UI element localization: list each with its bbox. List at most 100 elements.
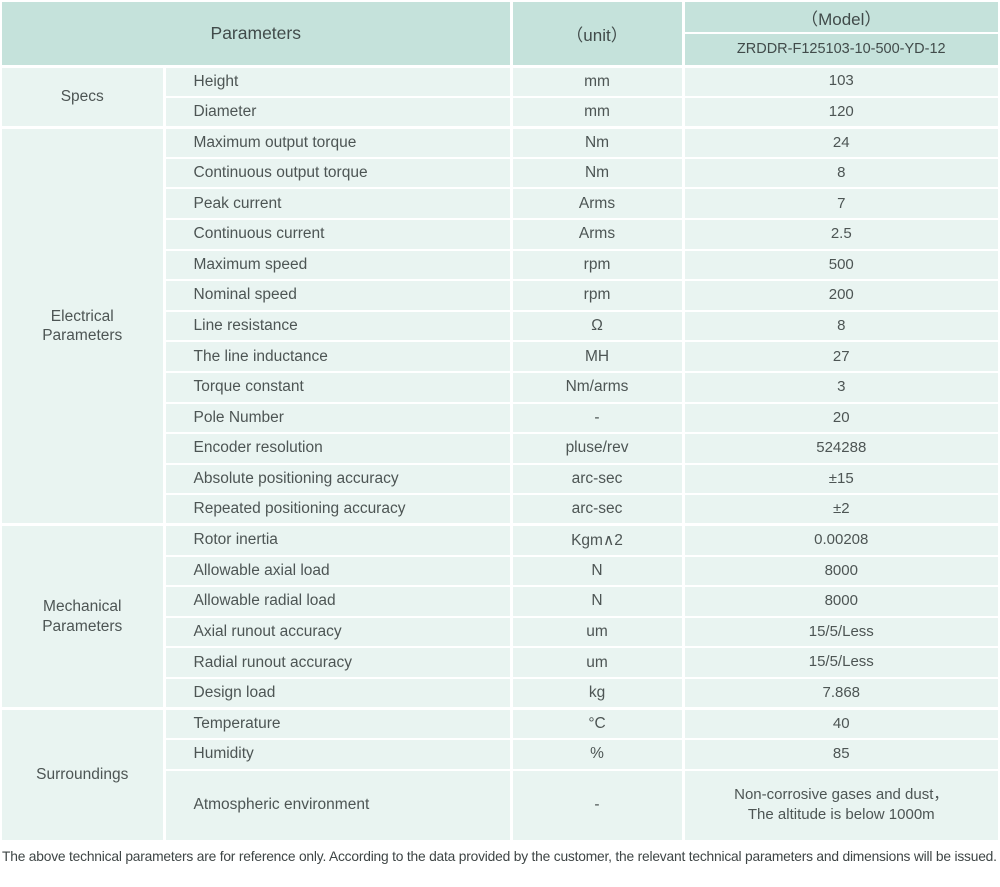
cell-unit: Arms — [509, 217, 684, 250]
cell-value: 3 — [681, 370, 999, 403]
table-row: Allowable axial load N 8000 — [2, 554, 999, 587]
group-label: Surroundings — [2, 706, 164, 840]
group-label: Mechanical Parameters — [2, 523, 164, 709]
group-label: Specs — [2, 64, 164, 128]
cell-value: 8000 — [681, 554, 999, 587]
table-row: Diameter mm 120 — [2, 95, 999, 128]
cell-value: ±15 — [681, 462, 999, 495]
cell-unit: um — [509, 615, 684, 648]
cell-param: Allowable radial load — [162, 585, 512, 617]
cell-unit: rpm — [509, 248, 684, 281]
cell-param: Encoder resolution — [162, 432, 512, 464]
parameters-column-header: Parameters — [2, 2, 512, 66]
cell-value: 103 — [681, 64, 999, 97]
table-row: Nominal speed rpm 200 — [2, 279, 999, 311]
table-row: Torque constant Nm/arms 3 — [2, 370, 999, 403]
table-row: Encoder resolution pluse/rev 524288 — [2, 432, 999, 464]
cell-value: ±2 — [681, 493, 999, 525]
cell-unit: kg — [509, 676, 684, 709]
table-row: Line resistance Ω 8 — [2, 309, 999, 342]
table-row: Radial runout accuracy um 15/5/Less — [2, 646, 999, 678]
cell-unit: mm — [509, 95, 684, 128]
cell-value: 27 — [681, 340, 999, 372]
cell-param: Repeated positioning accuracy — [162, 493, 512, 525]
cell-value: 15/5/Less — [681, 615, 999, 648]
cell-value: 24 — [681, 125, 999, 158]
cell-unit: Kgm∧2 — [509, 523, 684, 556]
cell-unit: Nm/arms — [509, 370, 684, 403]
cell-value: 500 — [681, 248, 999, 281]
cell-value: 20 — [681, 401, 999, 434]
cell-unit: Ω — [509, 309, 684, 342]
cell-value: 2.5 — [681, 217, 999, 250]
spec-table-header: Parameters （unit） （Model） ZRDDR-F125103-… — [2, 2, 999, 66]
cell-param: Allowable axial load — [162, 554, 512, 587]
spec-table-body: Specs Height mm 103 Diameter mm 120 Electrical … — [2, 64, 999, 840]
table-row: Electrical Parameters Maximum output torq… — [2, 125, 999, 525]
table-row: Maximum speed rpm 500 — [2, 248, 999, 281]
cell-unit: N — [509, 554, 684, 587]
table-row: Absolute positioning accuracy arc-sec ±15 — [2, 462, 999, 495]
model-number: ZRDDR-F125103-10-500-YD-12 — [681, 32, 999, 66]
cell-param: Continuous output torque — [162, 156, 512, 189]
table-row: Specs Height mm 103 — [2, 64, 999, 128]
table-row: Repeated positioning accuracy arc-sec ±2 — [2, 493, 999, 525]
cell-unit: arc-sec — [509, 462, 684, 495]
cell-param: Line resistance — [162, 309, 512, 342]
cell-value: 7 — [681, 187, 999, 219]
cell-param: Nominal speed — [162, 279, 512, 311]
cell-param: Atmospheric environment — [162, 768, 512, 840]
cell-unit: mm — [509, 64, 684, 97]
cell-unit: Nm — [509, 125, 684, 158]
table-row: The line inductance MH 27 — [2, 340, 999, 372]
table-row: Humidity% 85 — [2, 738, 999, 770]
cell-param: Absolute positioning accuracy — [162, 462, 512, 495]
cell-param: Axial runout accuracy — [162, 615, 512, 648]
cell-param: Design load — [162, 676, 512, 709]
model-column-header: （Model） — [681, 2, 999, 33]
group-label: Electrical Parameters — [2, 125, 164, 525]
cell-unit: °C — [509, 706, 684, 740]
cell-value: 15/5/Less — [681, 646, 999, 678]
cell-param: Torque constant — [162, 370, 512, 403]
reference-note: The above technical parameters are for r… — [2, 848, 997, 864]
cell-value: 200 — [681, 279, 999, 311]
cell-unit: MH — [509, 340, 684, 372]
table-row: Continuous output torque Nm 8 — [2, 156, 999, 189]
cell-unit: % — [509, 738, 684, 770]
cell-value: 40 — [681, 706, 999, 740]
cell-value: 8000 — [681, 585, 999, 617]
cell-value: 85 — [681, 738, 999, 770]
cell-unit: um — [509, 646, 684, 678]
cell-param: Rotor inertia — [162, 523, 512, 556]
spec-table: Parameters （unit） （Model） ZRDDR-F125103-… — [2, 2, 999, 840]
cell-unit: rpm — [509, 279, 684, 311]
table-row: Atmospheric environment - Non-corrosive ga… — [2, 768, 999, 840]
cell-param: Radial runout accuracy — [162, 646, 512, 678]
table-row: Continuous current Arms 2.5 — [2, 217, 999, 250]
cell-unit: N — [509, 585, 684, 617]
cell-unit: - — [509, 768, 684, 840]
cell-value: 8 — [681, 309, 999, 342]
cell-value: 120 — [681, 95, 999, 128]
table-row: Design load kg 7.868 — [2, 676, 999, 709]
table-row: Mechanical Parameters Rotor inertia Kgm∧2 0… — [2, 523, 999, 709]
cell-unit: arc-sec — [509, 493, 684, 525]
cell-value: Non-corrosive gases and dust， The altitu… — [681, 768, 999, 840]
cell-value: 8 — [681, 156, 999, 189]
cell-unit: Arms — [509, 187, 684, 219]
cell-param: Peak current — [162, 187, 512, 219]
table-row: Peak current Arms 7 — [2, 187, 999, 219]
cell-param: Continuous current — [162, 217, 512, 250]
cell-param: The line inductance — [162, 340, 512, 372]
table-row: Allowable radial load N 8000 — [2, 585, 999, 617]
cell-param: Maximum speed — [162, 248, 512, 281]
cell-param: Maximum output torque — [162, 125, 512, 158]
unit-column-header: （unit） — [509, 2, 684, 66]
table-row: Pole Number -20 — [2, 401, 999, 434]
cell-unit: pluse/rev — [509, 432, 684, 464]
cell-param: Humidity — [162, 738, 512, 770]
table-row: Axial runout accuracy um 15/5/Less — [2, 615, 999, 648]
cell-unit: - — [509, 401, 684, 434]
cell-param: Pole Number — [162, 401, 512, 434]
